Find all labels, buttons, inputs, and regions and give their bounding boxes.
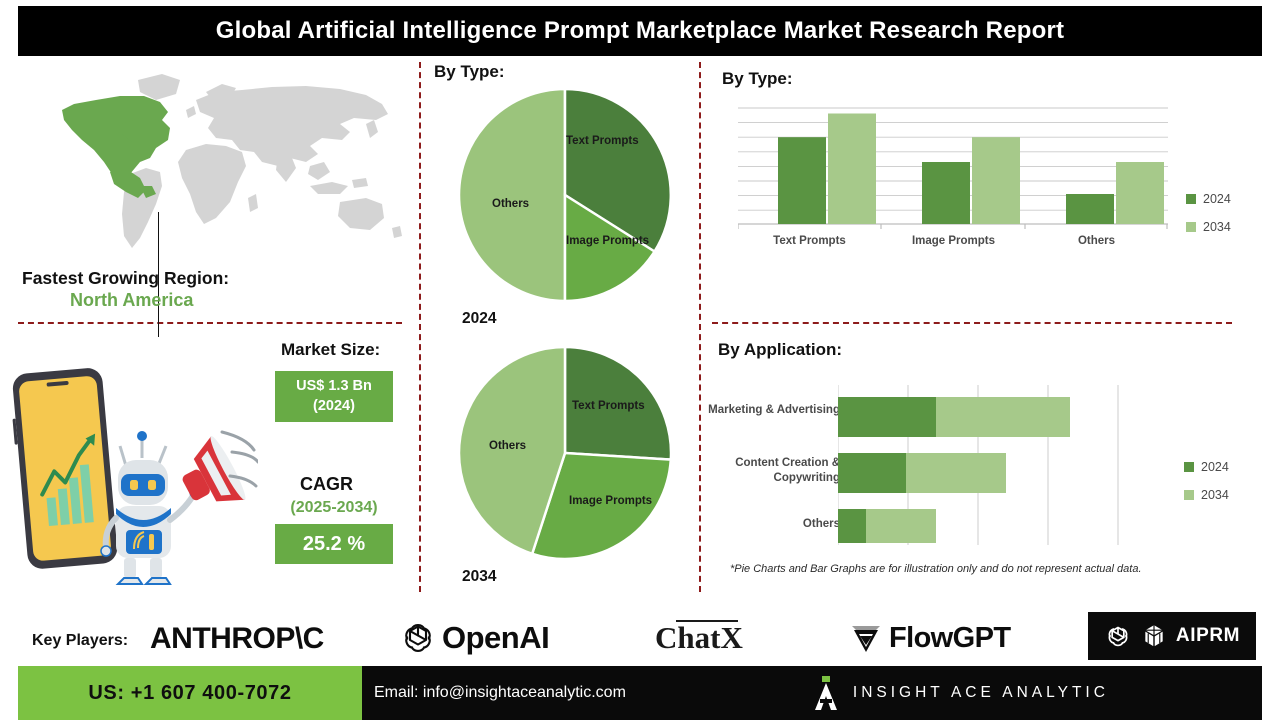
bar-chart-legend: 2024 2034 (1186, 192, 1231, 234)
app-chart-legend: 2024 2034 (1184, 460, 1229, 502)
logo-anthropic-text: ANTHROP\C (150, 622, 324, 655)
market-size-title: Market Size: (281, 340, 381, 359)
legend-item-2024: 2024 (1186, 192, 1231, 206)
cagr-title: CAGR (300, 474, 353, 494)
divider-vertical-right (699, 62, 701, 592)
cagr-value: 25.2 % (302, 532, 366, 555)
key-players-label: Key Players: (32, 632, 129, 649)
app-legend-swatch-2034 (1184, 490, 1194, 500)
app-legend-item-2034: 2034 (1184, 488, 1229, 502)
divider-horizontal-left (18, 322, 402, 324)
phone-robot-illustration (8, 348, 258, 593)
app-category-label-content: Content Creation & Copywriting (680, 456, 840, 485)
bar-category-label-text-prompts: Text Prompts (773, 235, 846, 247)
footer-brand-text: INSIGHT ACE ANALYTIC (852, 684, 1109, 701)
logo-aiprm-text: AIPRM (1175, 625, 1241, 646)
footer-email-text: Email: info@insightaceanalytic.com (374, 684, 626, 701)
openai-icon (405, 624, 431, 652)
footer-brand-block: INSIGHT ACE ANALYTIC (811, 676, 1109, 710)
pie-2034-year: 2034 (462, 568, 497, 585)
legend-label-2024: 2024 (1203, 192, 1231, 206)
map-pointer-line (158, 212, 159, 337)
pie-2034-label-text-prompts: Text Prompts (572, 400, 645, 412)
cagr-box: 25.2 % (275, 524, 393, 564)
pie-2024-label-text-prompts: Text Prompts (566, 135, 639, 147)
app-section-title: By Application: (718, 340, 843, 359)
header-bar: Global Artificial Intelligence Prompt Ma… (18, 6, 1262, 56)
bar-category-label-others: Others (1077, 235, 1116, 247)
pie-2034-label-image-prompts: Image Prompts (569, 495, 653, 507)
app-category-label-marketing: Marketing & Advertising (690, 403, 840, 418)
flowgpt-icon (852, 626, 880, 652)
openai-icon-aiprm (1108, 626, 1128, 647)
logo-aiprm: AIPRM (1088, 612, 1256, 660)
pie-chart-2034 (455, 343, 675, 563)
logo-chatx: ChatX (655, 620, 743, 656)
world-map (10, 62, 410, 337)
insight-ace-logo-icon (814, 676, 837, 710)
logo-flowgpt: FlowGPT (848, 620, 1011, 656)
page-title: Global Artificial Intelligence Prompt Ma… (215, 17, 1065, 44)
fastest-region-label: Fastest Growing Region: (22, 268, 230, 288)
legend-item-2034: 2034 (1186, 220, 1231, 234)
market-size-box: US$ 1.3 Bn (2024) (275, 371, 393, 422)
app-category-label-others: Others (690, 517, 840, 532)
app-legend-item-2024: 2024 (1184, 460, 1229, 474)
logo-openai: OpenAI (400, 620, 550, 656)
footer: US: +1 607 400-7072 Email: info@insighta… (0, 666, 1280, 720)
logo-openai-text: OpenAI (442, 620, 550, 655)
pie-2034-label-others: Others (489, 440, 527, 452)
pie-section-title: By Type: (434, 62, 505, 81)
chatx-overline (676, 620, 738, 622)
market-size-year: (2024) (313, 397, 355, 414)
app-category-others-line: Others (802, 518, 840, 530)
pie-2024-label-image-prompts: Image Prompts (566, 235, 650, 247)
bar-chart-by-application (837, 385, 1138, 545)
app-category-marketing-line: Marketing & Advertising (708, 404, 840, 416)
bar-chart-by-type (737, 106, 1168, 229)
legend-swatch-2034 (1186, 222, 1196, 232)
app-legend-swatch-2024 (1184, 462, 1194, 472)
app-category-content-line: Content Creation & Copywriting (735, 457, 840, 484)
bar-section-title: By Type: (722, 69, 793, 88)
logo-chatx-text: ChatX (655, 620, 743, 655)
app-legend-label-2024: 2024 (1201, 460, 1229, 474)
legend-label-2034: 2034 (1203, 220, 1231, 234)
footer-phone-text: US: +1 607 400-7072 (88, 681, 292, 704)
divider-vertical-left (419, 62, 421, 592)
footer-phone-block: US: +1 607 400-7072 (18, 666, 362, 720)
legend-swatch-2024 (1186, 194, 1196, 204)
footer-dark-block: Email: info@insightaceanalytic.com INSIG… (362, 666, 1262, 720)
divider-horizontal-right (712, 322, 1232, 324)
bar-category-label-image-prompts: Image Prompts (911, 235, 996, 247)
market-size-value: US$ 1.3 Bn (296, 378, 372, 395)
chart-disclaimer-note: *Pie Charts and Bar Graphs are for illus… (730, 563, 1142, 575)
fastest-region-value: North America (70, 290, 194, 310)
aiprm-cube-icon (1145, 625, 1163, 647)
logo-flowgpt-text: FlowGPT (889, 621, 1011, 654)
pie-2024-year: 2024 (462, 310, 497, 327)
app-legend-label-2034: 2034 (1201, 488, 1229, 502)
cagr-range: (2025-2034) (290, 499, 378, 516)
logo-anthropic: ANTHROP\C (150, 622, 324, 656)
pie-chart-2024 (455, 85, 675, 305)
pie-2024-label-others: Others (492, 198, 530, 210)
